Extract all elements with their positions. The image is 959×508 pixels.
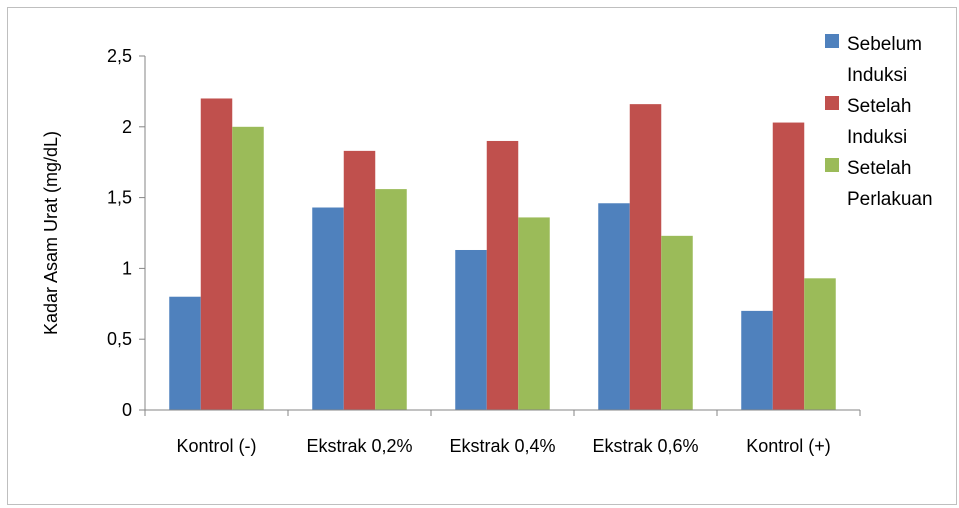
x-tick-label: Kontrol (-) bbox=[176, 436, 256, 456]
bar-2-4 bbox=[629, 104, 662, 411]
bar-2-3 bbox=[486, 140, 519, 410]
x-tick-label: Ekstrak 0,6% bbox=[592, 436, 698, 456]
legend-label-3: Setelah bbox=[847, 158, 911, 179]
legend-label-3: Perlakuan bbox=[847, 189, 933, 210]
legend-label-1: Sebelum bbox=[847, 34, 922, 55]
y-tick-label: 0 bbox=[122, 400, 132, 420]
bar-3-4 bbox=[661, 235, 693, 410]
bar-1-4 bbox=[598, 203, 630, 410]
tick-labels-layer: 0 0,5 1 1,5 2 2,5 Kontrol (-) Ekstrak 0,2% Ekstr… bbox=[107, 46, 831, 456]
bar-2-2 bbox=[343, 150, 376, 410]
y-axis-title: Kadar Asam Urat (mg/dL) bbox=[41, 131, 61, 335]
y-tick-label: 1,5 bbox=[107, 188, 132, 208]
bar-3-2 bbox=[375, 189, 407, 410]
x-tick-label: Ekstrak 0,2% bbox=[306, 436, 412, 456]
bar-3-3 bbox=[518, 217, 550, 410]
axes-layer bbox=[139, 55, 861, 416]
bar-3-5 bbox=[804, 278, 836, 410]
bar-2-1 bbox=[200, 98, 233, 410]
legend-swatch-1 bbox=[825, 34, 839, 48]
legend-swatch-3 bbox=[825, 158, 839, 172]
bar-1-5 bbox=[741, 310, 773, 410]
y-tick-label: 1 bbox=[122, 258, 132, 278]
bar-2-5 bbox=[772, 122, 805, 410]
x-tick-label: Ekstrak 0,4% bbox=[449, 436, 555, 456]
bar-1-3 bbox=[455, 249, 487, 410]
y-tick-label: 2 bbox=[122, 117, 132, 137]
y-tick-label: 0,5 bbox=[107, 329, 132, 349]
legend-label-2: Setelah bbox=[847, 96, 911, 117]
bars-layer bbox=[169, 98, 836, 411]
bar-1-2 bbox=[312, 207, 344, 410]
y-tick-label: 2,5 bbox=[107, 46, 132, 66]
bar-3-1 bbox=[232, 126, 264, 411]
legend: Sebelum Induksi Setelah Induksi Setelah Perla… bbox=[825, 34, 933, 210]
x-tick-label: Kontrol (+) bbox=[746, 436, 831, 456]
legend-label-1: Induksi bbox=[847, 65, 907, 86]
legend-swatch-2 bbox=[825, 96, 839, 110]
legend-label-2: Induksi bbox=[847, 127, 907, 148]
bar-1-1 bbox=[169, 296, 201, 410]
